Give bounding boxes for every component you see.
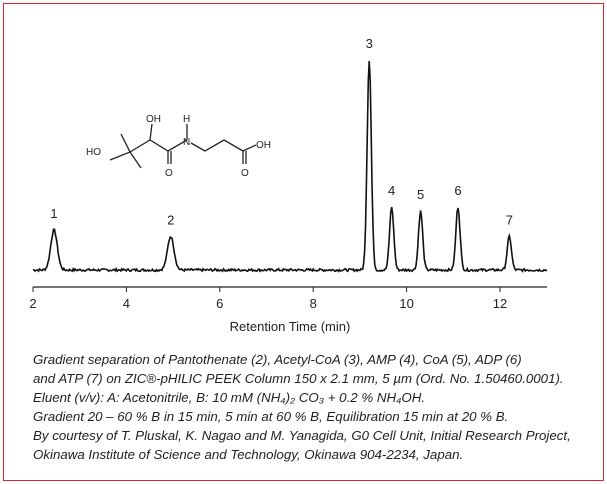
x-tick-label: 10 xyxy=(399,296,413,311)
peak-label: 5 xyxy=(417,187,424,202)
n-label: N xyxy=(183,137,190,148)
figure-frame xyxy=(3,3,604,481)
peak-label: 7 xyxy=(506,212,513,227)
peak-label: 1 xyxy=(50,206,57,221)
o-acid-label: O xyxy=(241,168,249,179)
x-tick-label: 4 xyxy=(123,296,130,311)
x-tick-label: 6 xyxy=(216,296,223,311)
pantothenate-structure xyxy=(109,123,257,169)
peak-label: 3 xyxy=(366,36,373,51)
x-tick-label: 8 xyxy=(310,296,317,311)
o-label: O xyxy=(165,168,173,179)
caption-line: Gradient separation of Pantothenate (2),… xyxy=(33,352,522,367)
x-axis-label: Retention Time (min) xyxy=(230,319,351,334)
chromatogram: HO OH H N O OH O 2 4 6 8 10 12 1 234 5 67 Retent… xyxy=(29,36,548,334)
h-label: H xyxy=(183,114,190,125)
ho-label: HO xyxy=(86,147,101,158)
x-tick-label: 2 xyxy=(29,296,36,311)
oh-acid-label: OH xyxy=(256,140,271,151)
peak-label: 4 xyxy=(388,183,395,198)
caption-line: By courtesy of T. Pluskal, K. Nagao and … xyxy=(33,428,571,443)
caption-line: and ATP (7) on ZIC®-pHILIC PEEK Column 1… xyxy=(33,371,564,386)
chromatogram-trace xyxy=(32,61,548,273)
peak-label: 2 xyxy=(167,212,174,227)
caption-line: Eluent (v/v): A: Acetonitrile, B: 10 mM … xyxy=(33,390,426,405)
peak-label: 6 xyxy=(454,183,461,198)
caption-line: Gradient 20 – 60 % B in 15 min, 5 min at… xyxy=(33,409,509,424)
caption: Gradient separation of Pantothenate (2),… xyxy=(33,350,571,464)
oh-label: OH xyxy=(146,114,161,125)
x-tick-label: 12 xyxy=(493,296,507,311)
caption-line: Okinawa Institute of Science and Technol… xyxy=(33,447,464,462)
